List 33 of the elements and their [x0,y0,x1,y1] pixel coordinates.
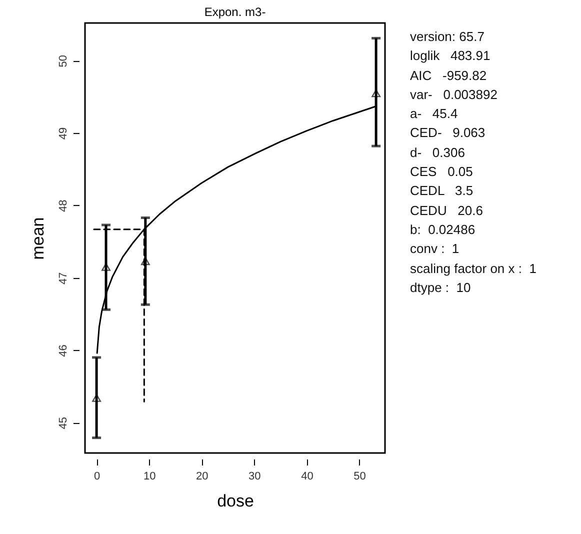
y-tick-label: 49 [58,127,70,140]
point [102,263,110,271]
y-tick-label: 45 [58,416,70,430]
text: b: 0.02486 [410,220,476,239]
x-tick-label: 30 [248,470,261,482]
text: AIC -959.82 [410,66,488,85]
text: CEDL 3.5 [410,182,474,200]
y-tick-label: 48 [58,200,70,212]
text: CEDU 20.6 [410,202,484,220]
text: CED- 9.063 [410,124,486,142]
x-tick-label: 10 [143,470,156,482]
text: d- 0.306 [410,144,466,162]
x-tick-label: 50 [354,470,366,482]
text: dtype : 10 [410,278,472,297]
x-tick-label: 40 [301,470,314,482]
point [372,89,381,98]
y-tick-label: 47 [58,272,70,284]
text: loglik 483.91 [410,47,492,66]
text: conv : 1 [410,240,460,258]
y-tick-label: 46 [58,344,70,357]
chart-title: Expon. m3- [204,5,266,19]
y-axis-title: mean [28,217,48,260]
text: CES 0.05 [410,163,474,182]
text: scaling factor on x : 1 [410,260,536,278]
text: var- 0.003892 [410,86,498,104]
x-tick-label: 20 [196,470,208,482]
x-axis-title: dose [217,492,254,510]
point [92,394,102,402]
point [140,257,150,266]
y-tick-label: 50 [58,55,70,68]
x-tick-label: 0 [94,470,100,482]
text: a- 45.4 [410,105,459,124]
text: version: 65.7 [410,28,486,46]
